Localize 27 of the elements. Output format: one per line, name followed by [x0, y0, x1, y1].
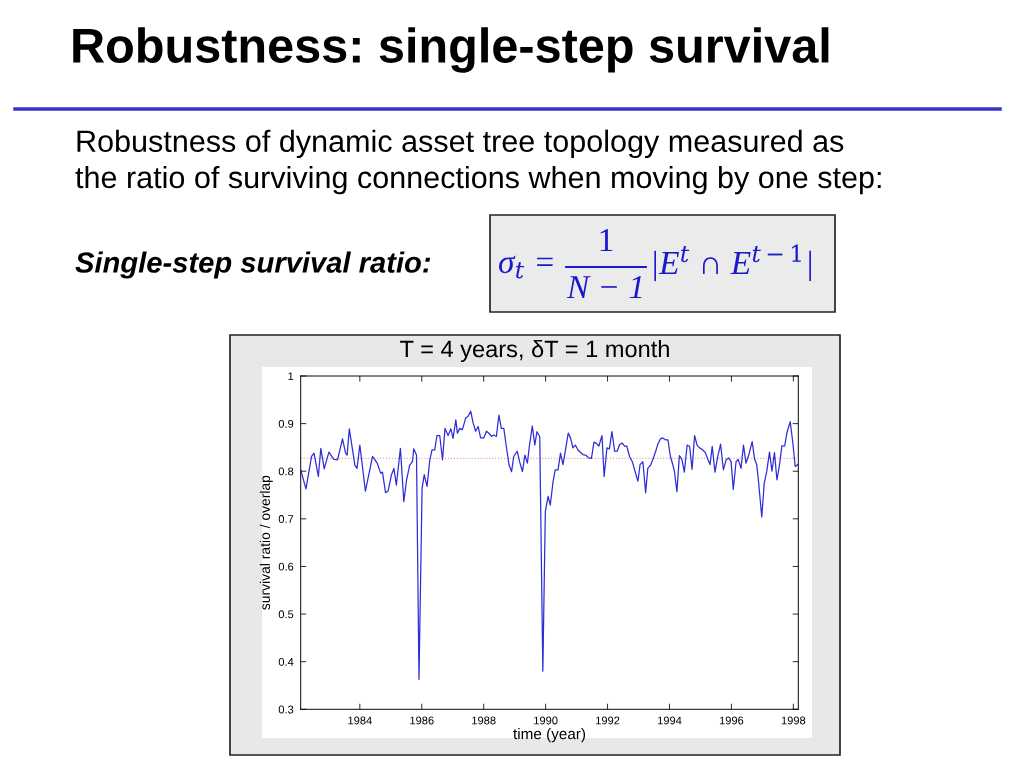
text: |E$^{t}$ ∩ E$^{t−1}$| [654, 244, 811, 282]
text: 1 [600, 229, 613, 252]
y-tick-label: 0.9 [278, 419, 294, 428]
x-tick-label: 1998 [781, 716, 806, 725]
text: Single-step survival ratio: [75, 251, 431, 279]
text: N − 1 [566, 276, 642, 299]
x-axis-title: time (year) [513, 727, 586, 743]
line-series [300, 410, 799, 680]
chart-subtitle: Robustness of dynamic asset tree topology measured as the ratio of surviving connections when moving by one step: [75, 129, 881, 195]
x-tick-label: 1986 [410, 716, 434, 725]
text: T = 4 years, δT = 1 month [400, 339, 669, 362]
x-tick-label: 1990 [534, 716, 558, 725]
x-tick-label: 1984 [348, 716, 372, 725]
y-axis-title: survival ratio / overlap [259, 475, 273, 610]
x-tick-label: 1992 [596, 716, 620, 725]
y-tick-label: 0.7 [278, 515, 294, 523]
x-tick-label: 1994 [657, 716, 682, 725]
x-tick-label: 1996 [719, 716, 744, 725]
y-tick-label: 0.6 [278, 562, 294, 571]
y-tick-label: 0.4 [278, 657, 294, 666]
y-tick-label: 0.8 [278, 467, 294, 476]
x-tick-label: 1988 [472, 716, 496, 725]
text: σ$_{t}$ = [498, 255, 553, 279]
y-tick-label: 0.5 [278, 610, 294, 619]
y-tick-label: 1 [288, 372, 294, 381]
y-tick-label: 0.3 [278, 705, 294, 714]
chart-title: Robustness: single-step survival [73, 27, 829, 73]
